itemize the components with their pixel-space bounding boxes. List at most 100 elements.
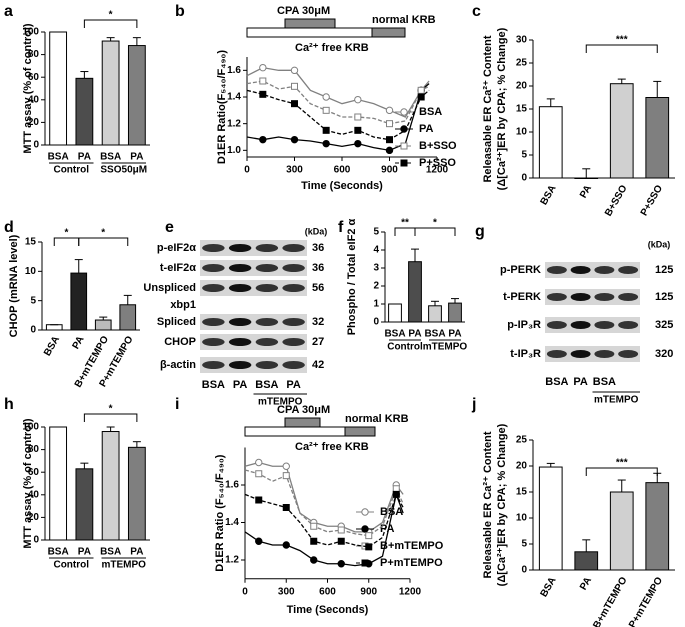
marker [282,504,290,511]
lane-label: BSA [255,379,278,391]
blot-band [202,361,225,369]
panel-letter: h [4,396,14,413]
row-label: t-PERK [503,291,541,303]
y-tick-label: 20 [28,512,40,523]
x-tick-label: BSA [539,575,559,599]
significance-label: * [109,404,113,415]
y-axis-label: (Δ[Ca²⁺]ER by CPA; % Change) [496,423,508,586]
protocol-normal-label: normal KRB [345,413,409,425]
panel-letter: d [4,219,14,236]
blot-band [570,321,591,329]
y-tick-label: 20 [516,461,528,472]
blot-band [202,284,225,292]
group-label: mTEMPO [258,397,303,408]
x-tick-label: BSA [100,152,121,163]
blot-band [618,350,639,358]
bar [448,302,462,323]
bar [609,491,634,571]
group-label: mTEMPO [102,560,147,571]
marker [392,490,400,498]
significance-bracket [585,467,658,476]
blot-band [202,264,225,272]
marker [291,100,298,108]
marker [259,63,267,72]
blot-band [546,266,567,274]
blot-band [282,244,305,252]
marker [322,139,330,148]
lane-label: PA [573,376,588,388]
marker [290,135,299,144]
blot-band [255,361,279,369]
blot-band [255,284,279,292]
kda-value: 32 [312,316,324,328]
group-label: SSO50μM [100,165,147,176]
blot-band [618,293,639,301]
blot-strip [200,280,307,296]
legend-label: B+mTEMPO [380,540,444,552]
group-label: mTEMPO [423,342,468,353]
row-label: Spliced [157,316,196,328]
y-tick-label: 80 [28,49,40,60]
significance-bracket [394,227,416,236]
protocol-cpa-label: CPA 30μM [277,404,330,416]
y-axis-label: MTT assay (% of control) [22,418,34,549]
marker [291,82,298,90]
row-label: CHOP [164,336,196,348]
row-label: p-eIF2α [157,242,196,254]
y-tick-label: 10 [516,513,528,524]
marker [400,142,408,150]
protocol-normal-label: normal KRB [372,14,436,26]
marker [255,537,263,545]
marker [337,560,345,568]
y-tick-label: 25 [516,435,528,446]
marker [354,126,362,134]
bar [428,305,442,323]
y-tick-label: 0 [373,317,379,328]
blot-strip [200,260,307,276]
blot-strip [200,314,307,330]
blot-strip [545,346,640,362]
lane-label: BSA [545,376,568,388]
y-tick-label: 1.2 [225,555,239,566]
panel-letter: b [175,3,185,20]
bar [645,97,670,179]
significance-label: * [101,228,105,239]
marker [255,470,263,478]
x-tick-label: 1200 [399,587,422,598]
group-label: Control [53,165,89,176]
lane-label: BSA [202,379,225,391]
marker [386,136,393,144]
bar [127,446,146,541]
y-tick-label: 20 [28,117,40,128]
series-line [246,89,430,141]
y-tick-label: 60 [28,467,40,478]
series-line [244,469,404,537]
blot-band [282,318,305,326]
significance-bracket [53,237,80,246]
bar [49,31,68,146]
x-tick-label: 600 [334,165,351,176]
lane-label: BSA [593,376,616,388]
y-axis-label: Releasable ER Ca²⁺ Content [482,35,494,182]
blot-band [255,318,279,326]
row-label: β-actin [160,359,196,371]
y-tick-label: 0 [521,565,527,576]
y-tick-label: 5 [521,539,527,550]
blot-band [282,361,305,369]
x-tick-label: 0 [244,165,250,176]
marker [255,496,263,504]
blot-band [255,264,279,272]
marker [400,159,408,167]
bar [94,319,112,331]
bar [388,303,402,323]
protocol-cpa-label: CPA 30μM [277,5,330,17]
marker [322,93,330,101]
y-tick-label: 4 [373,245,379,256]
blot-band [202,244,225,252]
panel-letter: g [475,223,485,240]
series-line [244,492,404,548]
y-axis-label: (Δ[Ca²⁺]ER by CPA; % Change) [496,27,508,190]
x-tick-label: BSA [384,329,405,340]
marker [290,66,299,75]
legend-label: B+SSO [419,140,457,152]
